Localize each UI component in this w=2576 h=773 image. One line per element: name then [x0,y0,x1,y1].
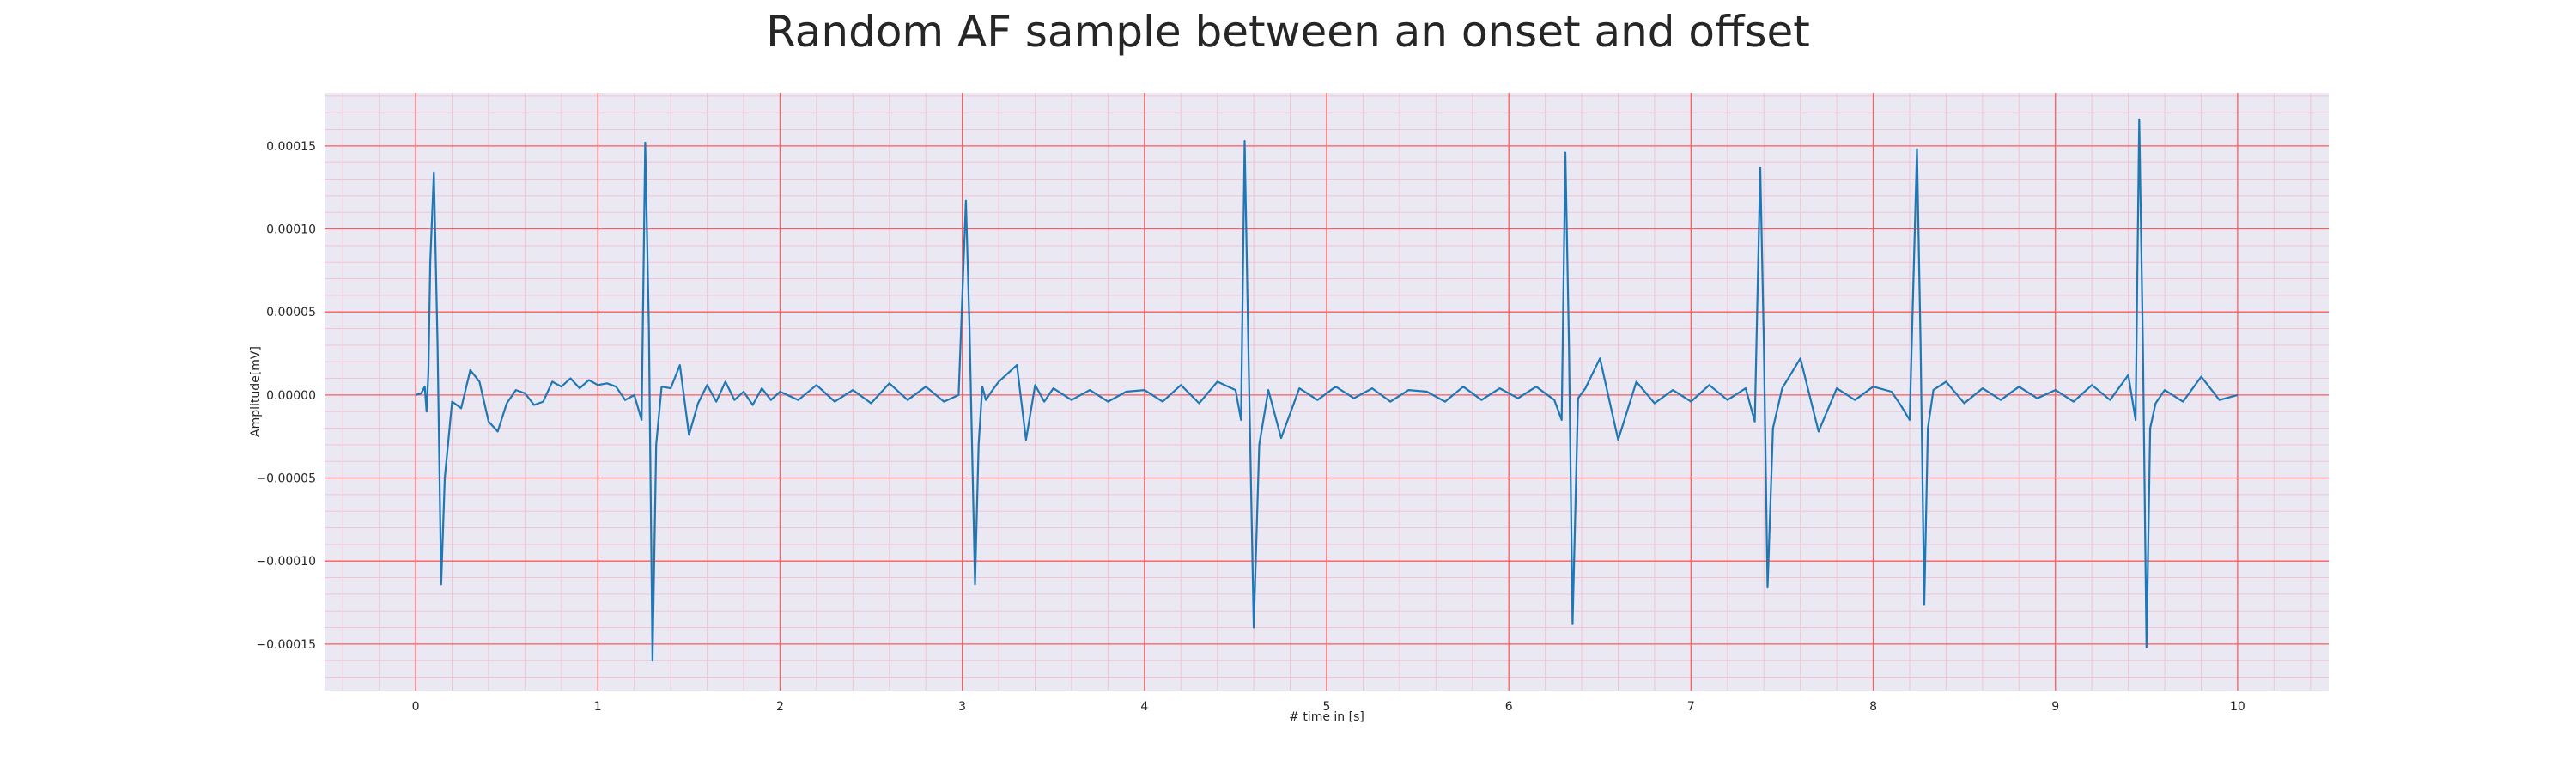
x-tick-label: 1 [594,700,602,714]
x-tick-label: 2 [776,700,784,714]
x-tick-label: 7 [1687,700,1695,714]
x-tick-label: 8 [1869,700,1877,714]
y-tick-label: 0.00000 [266,389,316,403]
y-tick-label: 0.00005 [266,306,316,320]
y-tick-labels: 0.00015 0.00010 0.00005 0.00000 −0.00005 −0.0… [256,140,316,652]
y-axis-label: Amplitude[mV] [249,346,263,437]
x-tick-label: 10 [2230,700,2245,714]
y-tick-label: −0.00015 [256,638,316,652]
x-tick-label: 4 [1140,700,1148,714]
x-axis-label: # time in [s] [1289,710,1364,724]
x-tick-label: 0 [412,700,420,714]
x-tick-label: 5 [1323,700,1331,714]
x-tick-label: 9 [2051,700,2059,714]
y-tick-label: −0.00005 [256,472,316,486]
y-tick-label: 0.00010 [266,223,316,237]
x-tick-label: 3 [958,700,966,714]
x-tick-labels: 0 1 2 3 4 5 6 7 8 9 10 [412,700,2245,714]
series-line [415,118,2239,662]
chart-title: Random AF sample between an onset and of… [766,7,1810,57]
x-tick-label: 6 [1505,700,1513,714]
y-tick-label: 0.00015 [266,140,316,154]
y-tick-label: −0.00010 [256,555,316,569]
